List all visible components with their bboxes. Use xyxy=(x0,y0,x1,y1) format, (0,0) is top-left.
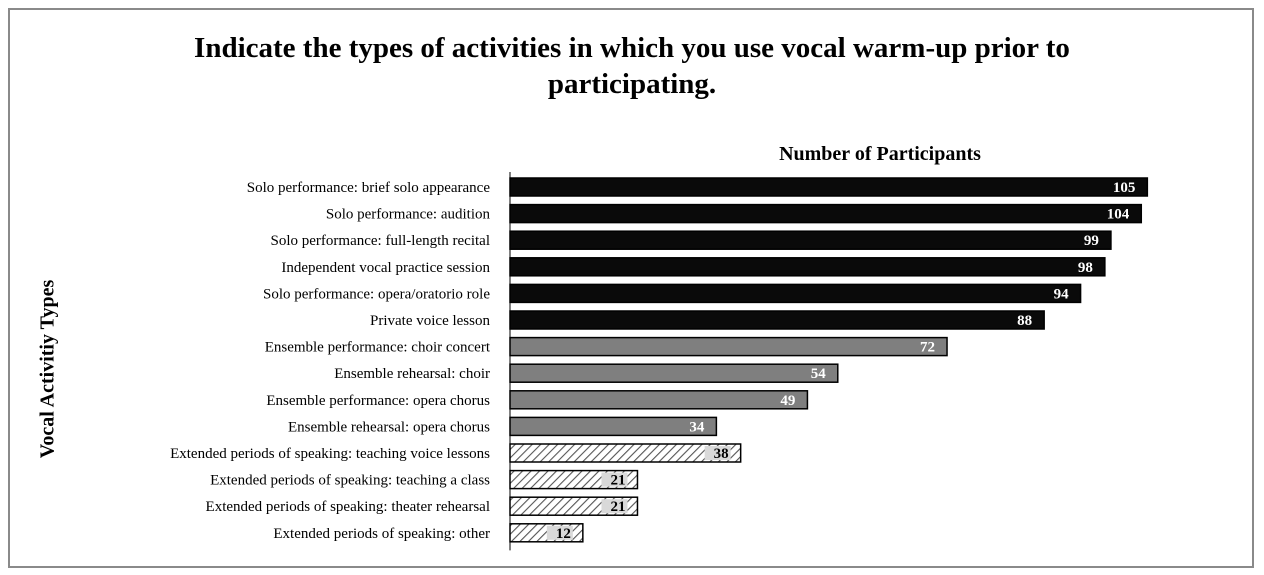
value-label: 12 xyxy=(556,526,571,542)
bar xyxy=(509,177,1149,197)
bar-label-background xyxy=(601,499,628,514)
value-label: 98 xyxy=(1078,260,1093,276)
category-label: Ensemble performance: opera chorus xyxy=(266,393,490,409)
category-label: Extended periods of speaking: teaching a… xyxy=(210,473,490,489)
category-label: Private voice lesson xyxy=(370,313,490,329)
bar xyxy=(509,257,1106,277)
bar xyxy=(509,363,839,383)
chart-title-line-1: Indicate the types of activities in whic… xyxy=(194,32,1070,64)
bar xyxy=(509,203,1143,224)
value-label: 34 xyxy=(689,419,705,435)
bar-label-background xyxy=(704,446,731,460)
category-label: Solo performance: full-length recital xyxy=(271,233,491,249)
category-label: Extended periods of speaking: teaching v… xyxy=(170,446,490,462)
category-label: Solo performance: brief solo appearance xyxy=(247,180,491,196)
x-axis-label: Number of Participants xyxy=(779,143,981,165)
bar xyxy=(509,390,809,410)
bar xyxy=(509,336,948,357)
value-label: 72 xyxy=(920,340,935,356)
category-label: Extended periods of speaking: other xyxy=(273,526,490,542)
value-label: 49 xyxy=(780,393,795,409)
category-label: Ensemble rehearsal: opera chorus xyxy=(288,419,490,435)
bar xyxy=(509,283,1082,304)
value-label: 99 xyxy=(1084,233,1099,249)
bar xyxy=(509,310,1045,330)
bar xyxy=(509,443,742,463)
chart-title: Indicate the types of activities in whic… xyxy=(0,30,1264,102)
value-label: 105 xyxy=(1113,180,1136,196)
bar-label-background xyxy=(546,525,573,540)
value-label: 54 xyxy=(811,366,827,382)
category-label: Independent vocal practice session xyxy=(281,260,490,276)
value-label: 104 xyxy=(1107,207,1130,223)
bar xyxy=(509,416,718,437)
category-label: Extended periods of speaking: theater re… xyxy=(206,499,490,515)
value-label: 21 xyxy=(610,473,625,489)
category-label: Solo performance: opera/oratorio role xyxy=(263,286,490,302)
bar-label-background xyxy=(601,472,628,487)
value-label: 21 xyxy=(610,499,625,515)
bar xyxy=(509,230,1112,250)
value-label: 94 xyxy=(1054,286,1070,302)
category-label: Ensemble performance: choir concert xyxy=(265,340,491,356)
value-label: 38 xyxy=(714,446,729,462)
category-label: Ensemble rehearsal: choir xyxy=(334,366,490,382)
value-label: 88 xyxy=(1017,313,1032,329)
chart-title-line-2: participating. xyxy=(547,68,717,100)
category-label: Solo performance: audition xyxy=(326,207,491,223)
